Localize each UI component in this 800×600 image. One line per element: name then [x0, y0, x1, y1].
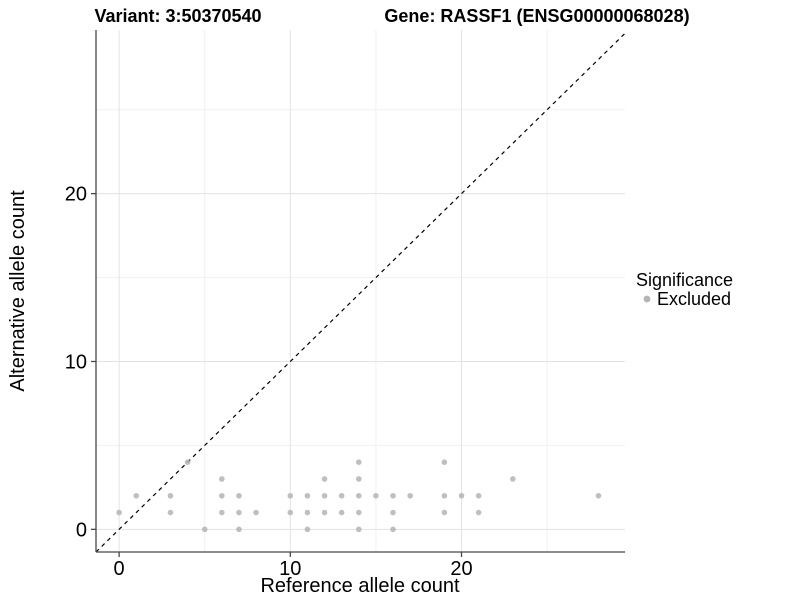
data-point: [355, 459, 362, 466]
data-point: [338, 509, 345, 516]
data-point: [184, 459, 191, 466]
data-point: [321, 509, 328, 516]
x-tick-label: 20: [450, 558, 472, 580]
data-point: [441, 492, 448, 499]
x-tick-label: 0: [114, 558, 125, 580]
data-point: [304, 526, 311, 533]
legend: Significance Excluded: [636, 270, 733, 309]
legend-item-label: Excluded: [657, 289, 731, 309]
data-point: [338, 492, 345, 499]
data-point: [236, 509, 242, 516]
data-point: [390, 509, 396, 516]
data-point: [304, 492, 311, 499]
variant-title: Variant: 3:50370540: [94, 6, 261, 26]
plot-panel: [96, 30, 625, 552]
y-tick-label: 10: [65, 351, 87, 373]
data-point: [595, 492, 602, 499]
x-axis-title: Reference allele count: [260, 575, 459, 597]
chart-layer: 0 10 20 0 10 20: [65, 30, 626, 580]
gene-title: Gene: RASSF1 (ENSG00000068028): [384, 6, 689, 26]
data-point: [116, 509, 122, 516]
data-point: [167, 492, 174, 499]
data-point: [236, 492, 242, 499]
data-point: [390, 492, 396, 499]
y-tick-label: 0: [76, 519, 87, 541]
data-point: [355, 492, 362, 499]
data-point: [167, 509, 174, 516]
data-point: [475, 492, 482, 499]
data-point: [355, 476, 362, 482]
data-point: [510, 476, 516, 482]
legend-title: Significance: [636, 270, 733, 290]
data-point: [287, 492, 294, 499]
data-point: [253, 509, 259, 516]
y-tick-label: 20: [65, 184, 87, 206]
data-point: [407, 492, 413, 499]
data-point: [458, 492, 465, 499]
data-point: [219, 476, 225, 482]
data-point: [475, 509, 482, 516]
data-point: [321, 476, 328, 482]
data-point: [321, 492, 328, 499]
legend-key-dot: [643, 295, 651, 303]
data-point: [287, 509, 294, 516]
data-point: [441, 509, 448, 516]
data-point: [219, 509, 225, 516]
data-point: [441, 459, 448, 466]
data-point: [304, 509, 311, 516]
data-point: [201, 526, 208, 533]
identity-line: [95, 32, 626, 553]
data-point: [355, 509, 362, 516]
data-point: [355, 526, 362, 533]
data-point: [133, 492, 140, 499]
data-point: [373, 492, 379, 499]
data-point: [219, 492, 225, 499]
y-axis-title: Alternative allele count: [7, 190, 29, 392]
x-tick-label: 10: [279, 558, 301, 580]
data-point: [236, 526, 242, 533]
data-point: [390, 526, 396, 533]
